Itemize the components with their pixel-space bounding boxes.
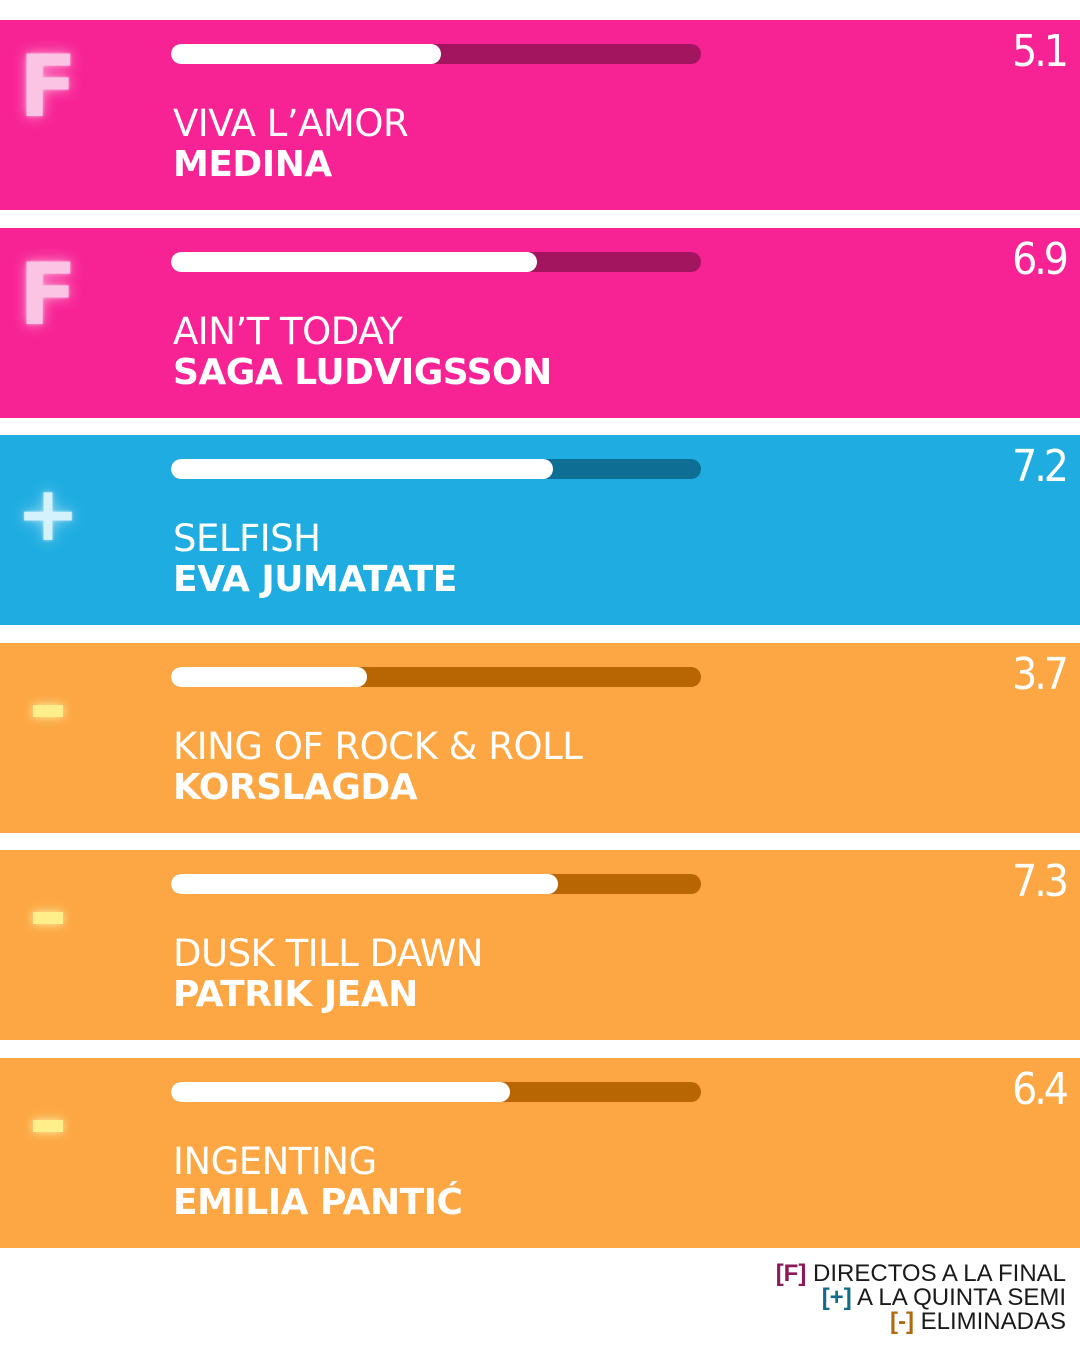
score-bar: [171, 252, 537, 272]
status-badge: F: [18, 245, 78, 345]
artist-name: EMILIA PANTIĆ: [173, 1182, 463, 1223]
song-title: INGENTING: [173, 1140, 377, 1183]
song-title: KING OF ROCK & ROLL: [173, 725, 583, 768]
song-title: DUSK TILL DAWN: [173, 932, 483, 975]
song-title: AIN’T TODAY: [173, 310, 403, 353]
legend-label-out: ELIMINADAS: [920, 1308, 1066, 1335]
artist-name: KORSLAGDA: [173, 767, 418, 808]
legend-item-out: [-] ELIMINADAS: [776, 1310, 1066, 1334]
legend-label-final: DIRECTOS A LA FINAL: [813, 1260, 1066, 1287]
score-bar-track: [171, 874, 701, 894]
score-label: 3.7: [1012, 649, 1069, 700]
status-badge: -: [18, 1080, 78, 1170]
score-bar-track: [171, 667, 701, 687]
status-badge: -: [18, 665, 78, 755]
result-row: +7.2 SELFISH EVA JUMATATE: [0, 435, 1080, 625]
legend-item-semi: [+] A LA QUINTA SEMI: [776, 1286, 1066, 1310]
legend-key-out: [-]: [889, 1308, 914, 1335]
score-label: 6.4: [1012, 1064, 1069, 1115]
legend: [F] DIRECTOS A LA FINAL [+] A LA QUINTA …: [776, 1262, 1066, 1334]
legend-key-final: [F]: [775, 1260, 807, 1287]
legend-key-semi: [+]: [821, 1284, 852, 1311]
score-label: 6.9: [1012, 234, 1069, 285]
song-title: SELFISH: [173, 517, 321, 560]
status-badge: -: [18, 872, 78, 962]
legend-item-final: [F] DIRECTOS A LA FINAL: [776, 1262, 1066, 1286]
score-bar-track: [171, 252, 701, 272]
score-bar: [171, 44, 441, 64]
artist-name: MEDINA: [173, 144, 332, 185]
score-bar-track: [171, 459, 701, 479]
legend-label-semi: A LA QUINTA SEMI: [857, 1284, 1066, 1311]
status-badge: +: [16, 469, 80, 558]
score-bar: [171, 459, 553, 479]
score-bar-track: [171, 1082, 701, 1102]
artist-name: PATRIK JEAN: [173, 974, 418, 1015]
result-row: F 6.9 AIN’T TODAY SAGA LUDVIGSSON: [0, 228, 1080, 418]
result-row: F 5.1 VIVA L’AMOR MEDINA: [0, 20, 1080, 210]
score-bar-track: [171, 44, 701, 64]
score-bar: [171, 667, 367, 687]
score-bar: [171, 1082, 510, 1102]
song-title: VIVA L’AMOR: [173, 102, 409, 145]
score-bar: [171, 874, 558, 894]
status-badge: F: [18, 37, 78, 137]
artist-name: EVA JUMATATE: [173, 559, 457, 600]
score-label: 7.3: [1012, 856, 1069, 907]
score-label: 7.2: [1012, 441, 1069, 492]
score-label: 5.1: [1012, 26, 1069, 77]
artist-name: SAGA LUDVIGSSON: [173, 352, 552, 393]
